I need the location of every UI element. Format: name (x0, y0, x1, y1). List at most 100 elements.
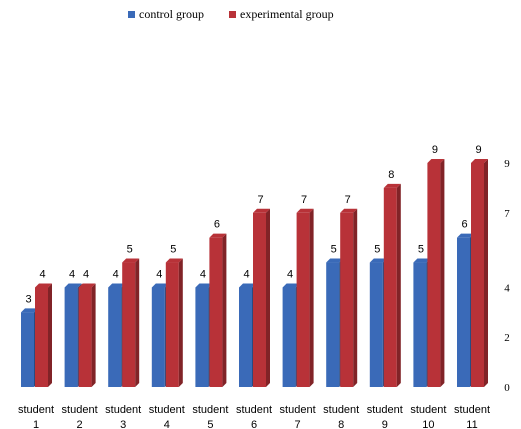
bar-side-2-10 (440, 159, 445, 387)
bar-top-1-11 (457, 233, 474, 238)
bar-top-1-1 (21, 308, 38, 313)
data-label-2-2: 4 (83, 268, 89, 280)
data-label-1-2: 4 (69, 268, 75, 280)
bar-top-2-8 (340, 208, 358, 213)
bar-top-2-1 (35, 283, 52, 288)
bar-top-1-9 (369, 258, 387, 263)
category-label-5: student (192, 404, 228, 416)
bar-side-2-7 (309, 208, 314, 387)
bar-experimental-1 (35, 287, 48, 387)
bar-control-10 (413, 262, 427, 387)
data-label-1-1: 3 (25, 293, 31, 305)
category-number-5: 5 (207, 419, 213, 429)
bar-side-2-11 (484, 159, 488, 387)
bar-top-2-3 (122, 258, 140, 263)
bar-control-1 (21, 312, 34, 387)
bar-control-5 (195, 287, 209, 387)
data-label-1-3: 4 (113, 268, 119, 280)
bar-top-2-10 (427, 159, 445, 163)
bar-side-2-4 (178, 258, 183, 387)
category-number-6: 6 (251, 419, 257, 429)
bar-experimental-3 (122, 262, 136, 387)
bar-experimental-2 (78, 287, 92, 387)
bar-side-2-1 (48, 283, 52, 387)
data-label-1-10: 5 (418, 244, 424, 256)
data-label-2-1: 4 (39, 268, 45, 280)
y-tick-7: 7 (504, 208, 510, 220)
category-number-2: 2 (77, 419, 83, 429)
y-tick-0: 0 (504, 382, 510, 394)
bar-control-9 (369, 262, 383, 387)
bar-experimental-5 (209, 237, 223, 387)
data-label-1-9: 5 (374, 244, 380, 256)
bar-top-2-6 (253, 208, 270, 213)
bar-top-2-7 (296, 208, 314, 213)
category-label-7: student (280, 404, 316, 416)
bar-top-2-5 (209, 233, 227, 238)
category-number-7: 7 (295, 419, 301, 429)
category-label-6: student (236, 404, 272, 416)
data-label-1-5: 4 (200, 268, 206, 280)
data-label-2-5: 6 (214, 219, 220, 231)
bar-top-1-4 (151, 283, 169, 288)
y-tick-9: 9 (504, 158, 510, 170)
data-label-2-10: 9 (432, 144, 438, 156)
category-label-8: student (323, 404, 359, 416)
bar-control-8 (326, 262, 340, 387)
data-label-1-4: 4 (156, 268, 162, 280)
category-number-9: 9 (382, 419, 388, 429)
legend-swatch-2 (229, 11, 236, 18)
category-number-10: 10 (422, 419, 434, 429)
bar-top-1-10 (413, 258, 431, 263)
bar-side-2-2 (91, 283, 96, 387)
bar-experimental-4 (165, 262, 179, 387)
bar-top-2-4 (165, 258, 183, 263)
y-axis-ticks: 0 2 4 7 9 (504, 158, 510, 394)
category-number-1: 1 (33, 419, 39, 429)
bar-top-1-5 (195, 283, 213, 288)
bars (21, 159, 488, 387)
legend-label-1: control group (139, 7, 204, 21)
category-number-8: 8 (338, 419, 344, 429)
data-label-2-7: 7 (301, 194, 307, 206)
bar-top-2-9 (383, 183, 401, 188)
bar-experimental-11 (471, 163, 484, 387)
bar-experimental-8 (340, 212, 354, 387)
bar-control-6 (239, 287, 252, 387)
data-label-1-6: 4 (243, 268, 249, 280)
category-number-11: 11 (466, 419, 477, 429)
category-number-3: 3 (120, 419, 126, 429)
category-label-10: student (410, 404, 446, 416)
legend-swatch-1 (128, 11, 135, 18)
bar-top-1-7 (282, 283, 300, 288)
category-labels: student 1 student 2 student 3 student 4 student 5… (18, 404, 490, 429)
bar-control-2 (64, 287, 78, 387)
category-label-3: student (105, 404, 141, 416)
category-label-4: student (149, 404, 185, 416)
category-label-1: student (18, 404, 54, 416)
bar-control-4 (151, 287, 165, 387)
data-label-1-11: 6 (461, 219, 467, 231)
category-label-2: student (62, 404, 98, 416)
legend: control group experimental group (128, 7, 334, 21)
data-label-2-3: 5 (127, 244, 133, 256)
bar-top-1-6 (239, 283, 256, 288)
data-label-2-9: 8 (388, 169, 394, 181)
bar-experimental-7 (296, 212, 310, 387)
y-tick-2: 2 (504, 332, 510, 344)
data-label-1-8: 5 (331, 244, 337, 256)
data-label-2-4: 5 (170, 244, 176, 256)
data-label-2-11: 9 (475, 144, 481, 156)
data-label-1-7: 4 (287, 268, 293, 280)
bar-top-1-2 (64, 283, 82, 288)
data-label-2-6: 7 (257, 194, 263, 206)
bar-experimental-6 (253, 212, 266, 387)
y-tick-4: 4 (504, 282, 510, 294)
bar-side-2-5 (222, 233, 227, 387)
bar-top-1-8 (326, 258, 344, 263)
bar-experimental-10 (427, 163, 441, 387)
category-number-4: 4 (164, 419, 170, 429)
